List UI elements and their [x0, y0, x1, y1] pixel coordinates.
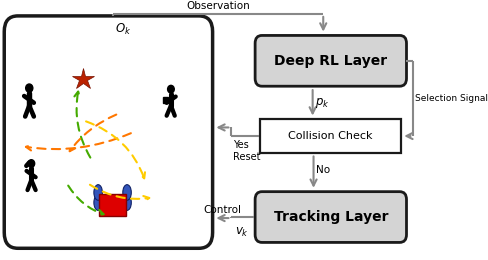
- Bar: [260, 119, 401, 153]
- Ellipse shape: [123, 185, 131, 200]
- Text: $p_k$: $p_k$: [315, 96, 330, 110]
- Circle shape: [167, 85, 174, 93]
- Ellipse shape: [94, 185, 102, 200]
- Circle shape: [28, 160, 35, 167]
- Ellipse shape: [123, 195, 131, 210]
- Text: Tracking Layer: Tracking Layer: [274, 210, 388, 224]
- Text: Collision Check: Collision Check: [288, 131, 373, 141]
- Text: $v_k$: $v_k$: [235, 226, 249, 239]
- Text: No: No: [316, 165, 330, 175]
- FancyBboxPatch shape: [255, 192, 407, 242]
- Ellipse shape: [94, 195, 102, 210]
- Text: Yes
Reset: Yes Reset: [233, 140, 261, 161]
- Text: Deep RL Layer: Deep RL Layer: [274, 54, 387, 68]
- Text: Control: Control: [203, 205, 241, 215]
- Text: Selection Signal: Selection Signal: [415, 94, 488, 103]
- Text: Observation: Observation: [186, 1, 250, 11]
- FancyBboxPatch shape: [163, 97, 168, 103]
- Text: $O_k$: $O_k$: [115, 22, 131, 37]
- FancyBboxPatch shape: [4, 16, 213, 248]
- Bar: [99, 194, 126, 216]
- FancyBboxPatch shape: [255, 35, 407, 86]
- Circle shape: [26, 84, 33, 92]
